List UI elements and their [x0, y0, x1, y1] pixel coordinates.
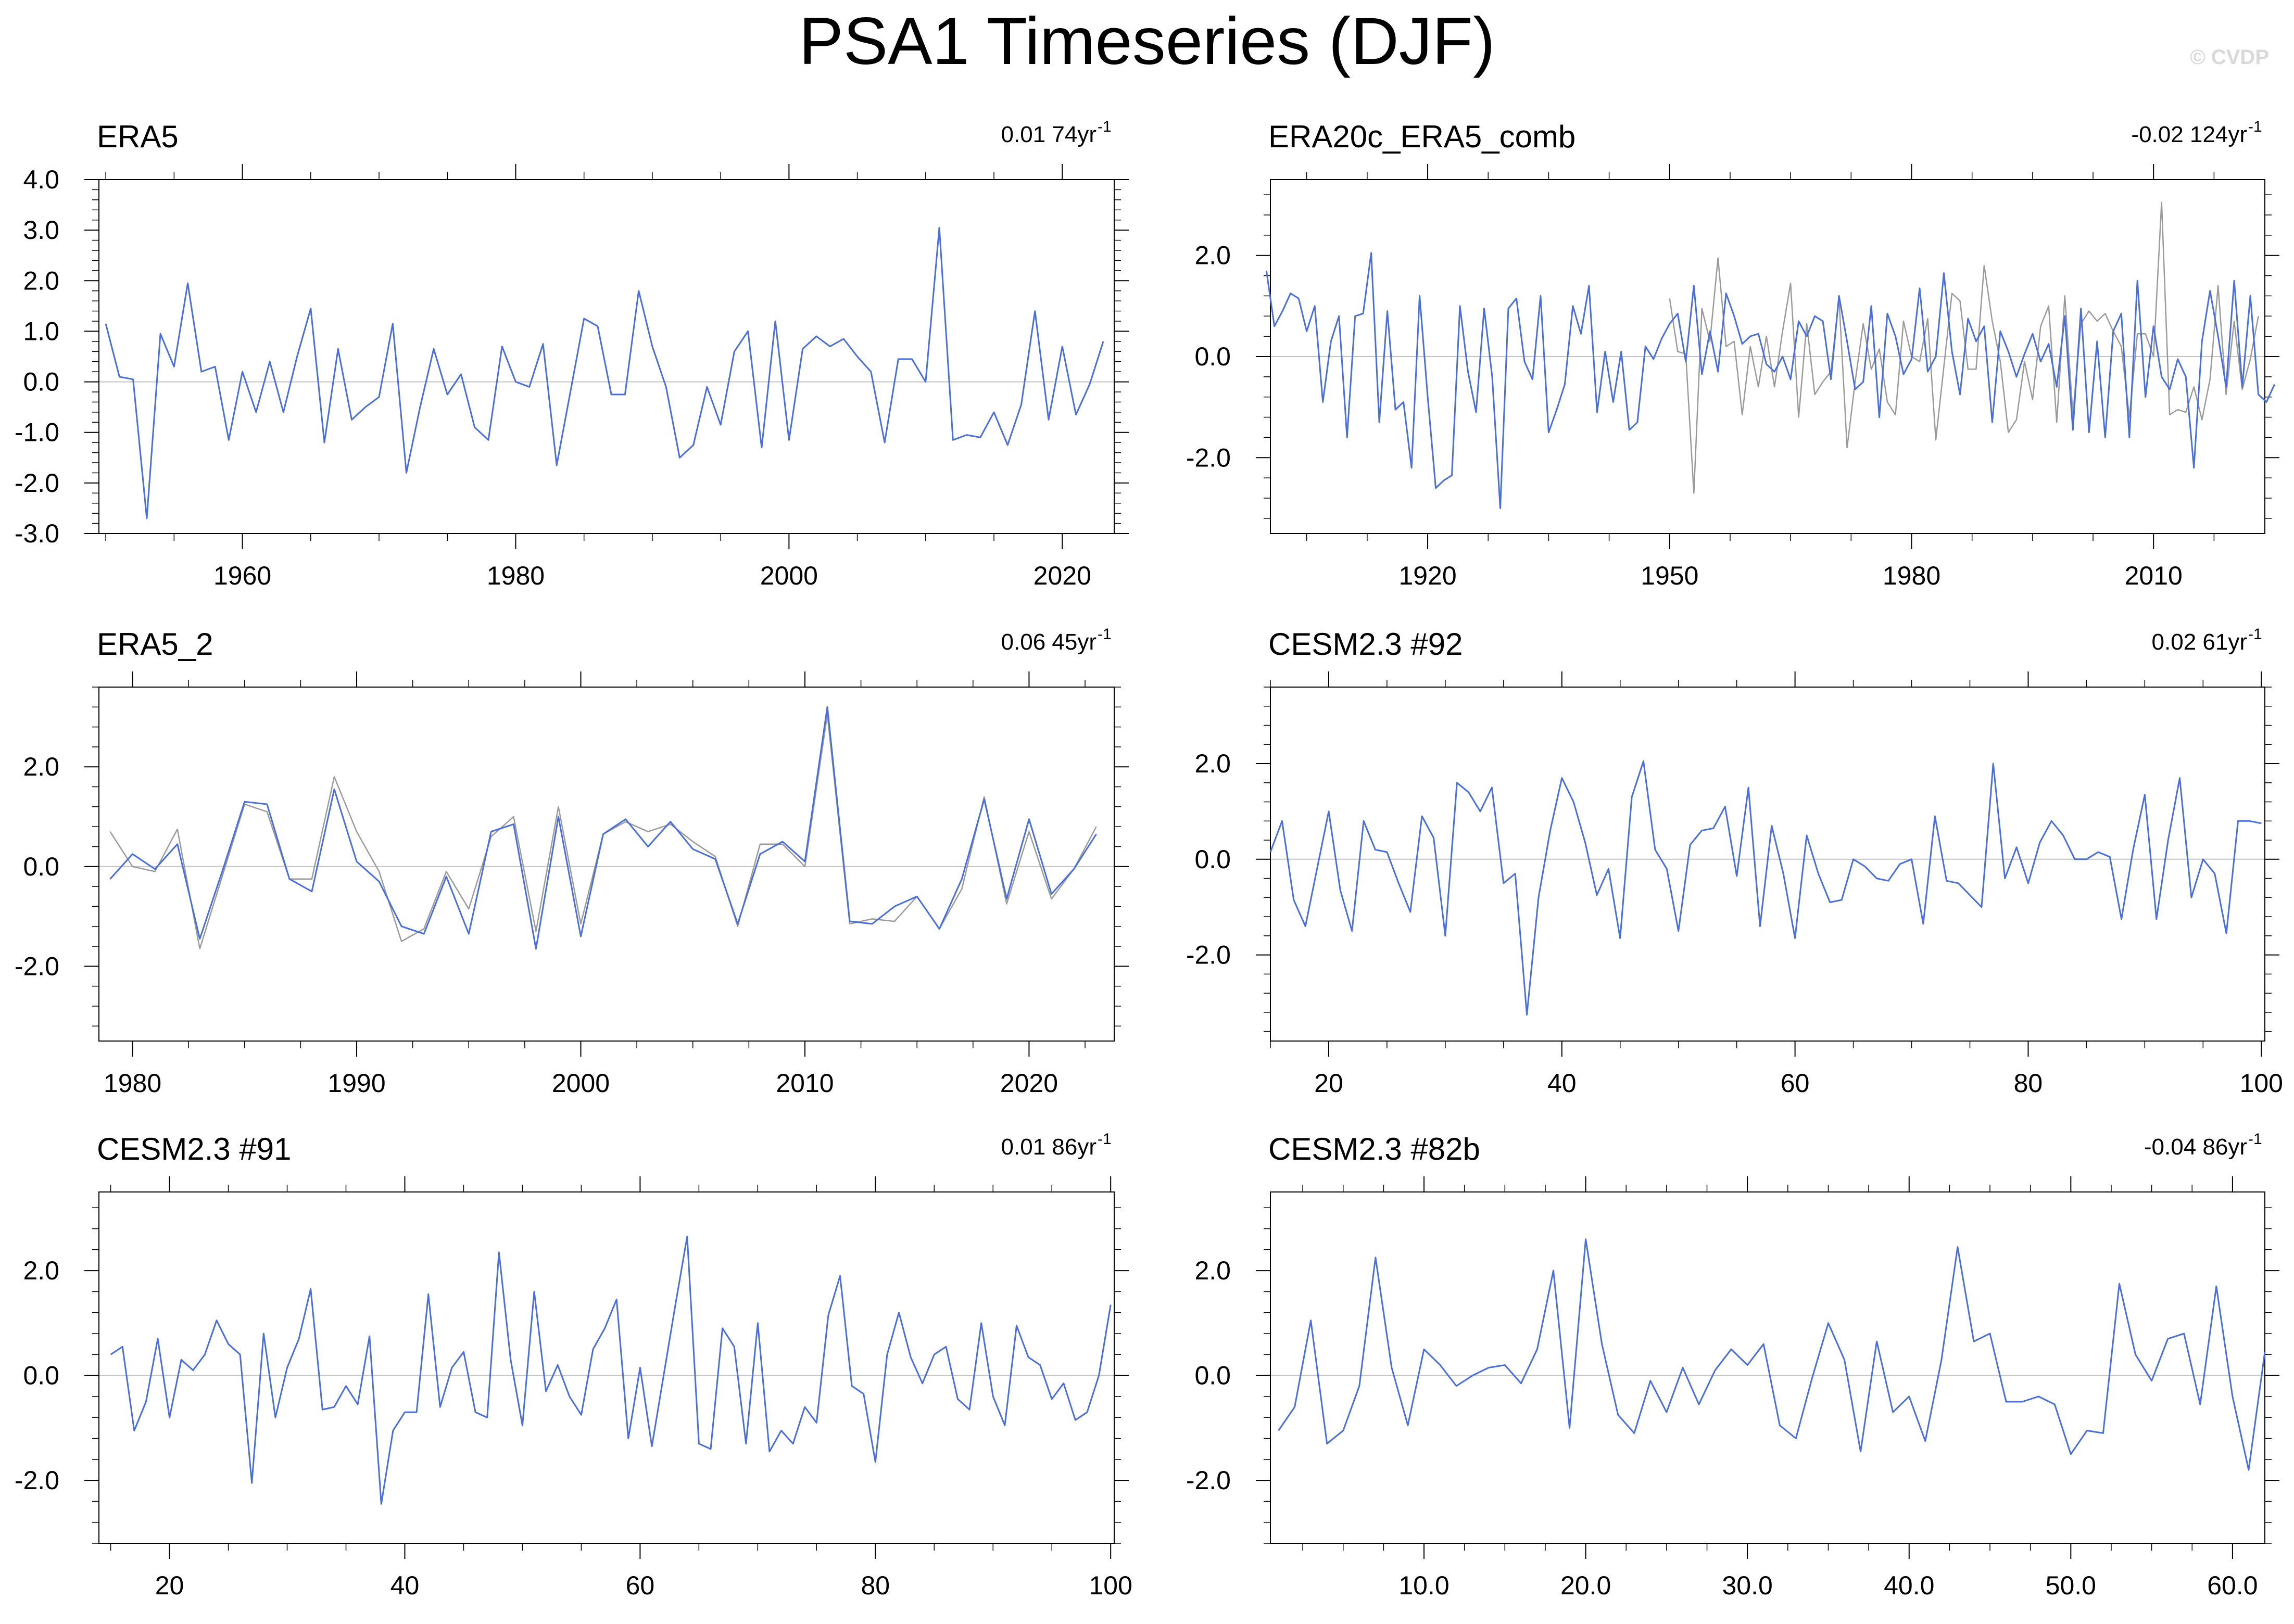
plot-frame — [1270, 687, 2265, 1042]
x-tick-label: 60 — [1781, 1069, 1810, 1098]
panel-title: ERA5_2 — [97, 627, 213, 662]
x-tick-label: 20 — [1314, 1069, 1343, 1098]
y-tick-label: -2.0 — [15, 951, 59, 981]
figure-title: PSA1 Timeseries (DJF) — [799, 4, 1495, 79]
plot-frame — [1270, 1191, 2265, 1544]
y-tick-label: 2.0 — [1194, 241, 1231, 270]
x-tick-label: 80 — [861, 1571, 890, 1600]
x-tick-label: 1980 — [1883, 561, 1940, 590]
cvdp-watermark: © CVDP — [2190, 46, 2269, 69]
panel-5: CESM2.3 #82b -0.04 86yr -1 10.0 20.0 30.0 40.0… — [1186, 1131, 2279, 1600]
x-tick-label: 2010 — [2125, 561, 2183, 590]
panel-title: CESM2.3 #92 — [1268, 627, 1463, 662]
panel-4: CESM2.3 #91 0.01 86yr -1 20 40 60 80 100 -2.0 0.0… — [15, 1131, 1132, 1600]
panel-title: ERA20c_ERA5_comb — [1268, 119, 1575, 154]
panel-2: ERA5_2 0.06 45yr -1 1980 1990 2000 2010 2020 -2.… — [15, 626, 1129, 1098]
series-line-0 — [1269, 760, 2262, 1016]
y-tick-label: 2.0 — [23, 1256, 59, 1285]
x-tick-label: 1980 — [104, 1069, 161, 1098]
panel-0: ERA5 0.01 74yr -1 1960 1980 2000 2020 -3.0 -2.0 -… — [15, 118, 1129, 590]
y-tick-label: 3.0 — [23, 215, 59, 245]
x-tick-label: 1960 — [213, 561, 271, 590]
y-tick-label: 0.0 — [23, 367, 59, 397]
trend-label: 0.06 45yr — [1001, 629, 1096, 655]
x-tick-label: 80 — [2014, 1069, 2043, 1098]
x-tick-label: 40.0 — [1884, 1571, 1934, 1600]
trend-label: -0.04 86yr — [2144, 1134, 2247, 1160]
x-tick-label: 1920 — [1398, 561, 1456, 590]
y-tick-label: 2.0 — [1194, 1256, 1231, 1285]
panel-3: CESM2.3 #92 0.02 61yr -1 20 40 60 80 100 -2.0 0.0… — [1186, 626, 2283, 1098]
x-tick-label: 100 — [2240, 1069, 2283, 1098]
x-tick-label: 30.0 — [1722, 1571, 1773, 1600]
x-tick-label: 60.0 — [2207, 1571, 2258, 1600]
x-tick-label: 100 — [1089, 1571, 1132, 1600]
y-tick-label: -2.0 — [1186, 941, 1231, 970]
x-tick-label: 1980 — [487, 561, 545, 590]
trend-exponent: -1 — [2248, 118, 2262, 135]
x-tick-label: 2010 — [776, 1069, 834, 1098]
y-tick-label: -2.0 — [15, 1466, 59, 1495]
x-tick-label: 20 — [155, 1571, 184, 1600]
y-tick-label: 0.0 — [23, 852, 59, 881]
trend-label: -0.02 124yr — [2131, 122, 2247, 147]
trend-exponent: -1 — [2248, 626, 2262, 643]
y-tick-label: -2.0 — [1186, 443, 1231, 472]
series-line-0 — [1669, 201, 2259, 494]
y-tick-label: 0.0 — [1194, 342, 1231, 371]
x-tick-label: 40 — [390, 1571, 420, 1600]
y-tick-label: 2.0 — [1194, 749, 1231, 778]
x-tick-label: 40 — [1547, 1069, 1577, 1098]
y-tick-label: 2.0 — [23, 266, 59, 295]
panel-title: CESM2.3 #91 — [97, 1132, 292, 1166]
x-tick-label: 60 — [626, 1571, 655, 1600]
x-tick-label: 20.0 — [1560, 1571, 1611, 1600]
trend-exponent: -1 — [1098, 626, 1112, 643]
trend-exponent: -1 — [2248, 1131, 2262, 1148]
y-tick-label: 1.0 — [23, 316, 59, 346]
series-line-0 — [1278, 1238, 2266, 1471]
trend-exponent: -1 — [1098, 1131, 1112, 1148]
series-line-1 — [1265, 252, 2275, 509]
plot-frame — [98, 1191, 1115, 1544]
x-tick-label: 1990 — [327, 1069, 385, 1098]
y-tick-label: 2.0 — [23, 752, 59, 781]
panel-1: ERA20c_ERA5_comb -0.02 124yr -1 1920 1950 198… — [1186, 118, 2279, 590]
series-line-0 — [105, 226, 1104, 519]
y-tick-label: 4.0 — [23, 165, 59, 194]
series-line-0 — [110, 1236, 1112, 1505]
plot-frame — [98, 687, 1115, 1042]
x-tick-label: 2020 — [1000, 1069, 1058, 1098]
series-line-0 — [109, 714, 1097, 950]
panel-title: ERA5 — [97, 119, 179, 154]
trend-exponent: -1 — [1098, 118, 1112, 135]
y-tick-label: -1.0 — [15, 418, 59, 447]
y-tick-label: -2.0 — [15, 468, 59, 498]
x-tick-label: 2000 — [760, 561, 818, 590]
trend-label: 0.01 86yr — [1001, 1134, 1096, 1160]
x-tick-label: 1950 — [1641, 561, 1698, 590]
x-tick-label: 2020 — [1033, 561, 1091, 590]
y-tick-label: 0.0 — [1194, 845, 1231, 874]
x-tick-label: 2000 — [552, 1069, 610, 1098]
series-line-1 — [109, 706, 1097, 950]
trend-label: 0.02 61yr — [2152, 629, 2247, 655]
trend-label: 0.01 74yr — [1001, 122, 1096, 147]
panel-title: CESM2.3 #82b — [1268, 1132, 1480, 1166]
x-tick-label: 10.0 — [1398, 1571, 1449, 1600]
x-tick-label: 50.0 — [2046, 1571, 2096, 1600]
y-tick-label: 0.0 — [23, 1361, 59, 1390]
plot-frame — [98, 179, 1115, 534]
y-tick-label: -3.0 — [15, 519, 59, 548]
y-tick-label: -2.0 — [1186, 1466, 1231, 1495]
y-tick-label: 0.0 — [1194, 1361, 1231, 1390]
